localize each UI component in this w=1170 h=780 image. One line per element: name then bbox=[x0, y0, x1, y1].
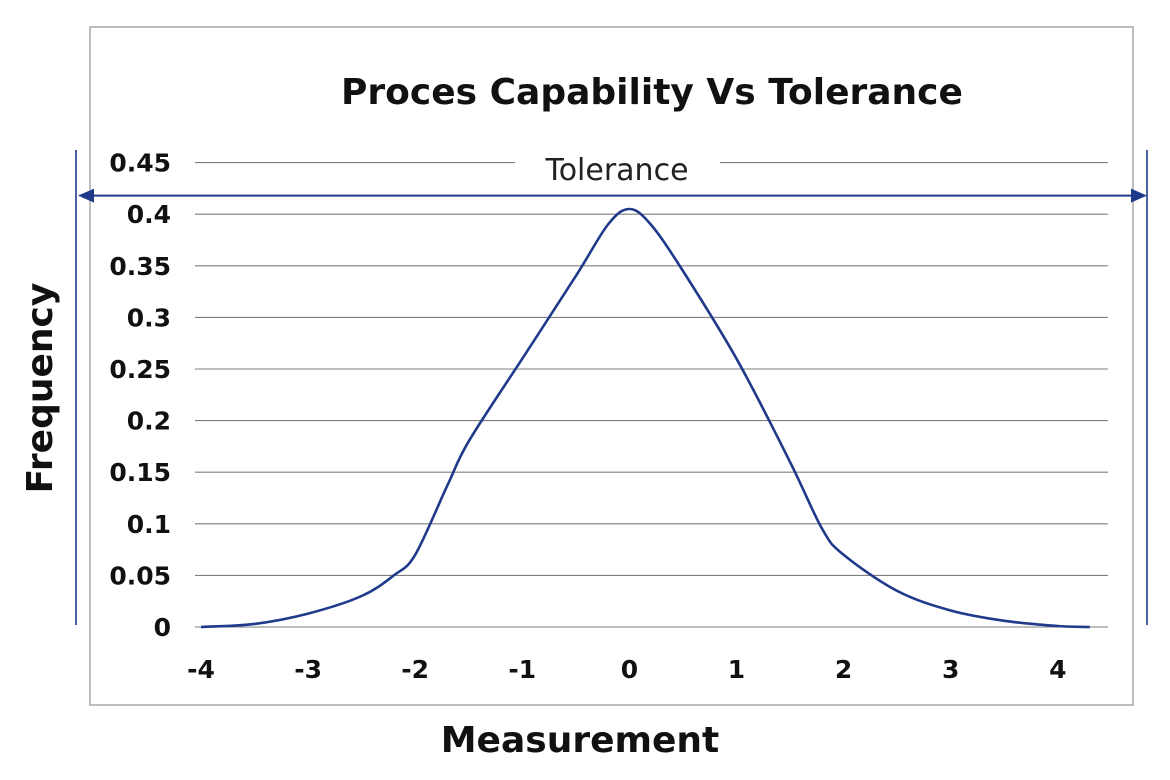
tolerance-label: Tolerance bbox=[544, 153, 688, 188]
tolerance-annotation: Tolerance bbox=[75, 150, 1148, 625]
y-tick-label: 0.3 bbox=[127, 303, 171, 332]
plot-frame bbox=[89, 26, 1134, 706]
y-tick-label: 0.25 bbox=[109, 355, 171, 384]
y-tick-label: 0 bbox=[154, 613, 171, 642]
y-tick-label: 0.05 bbox=[109, 561, 171, 590]
gridlines bbox=[195, 162, 1108, 628]
tolerance-label-background bbox=[515, 150, 720, 190]
tolerance-arrow-right-icon bbox=[1131, 188, 1147, 203]
x-tick-label: -1 bbox=[508, 655, 536, 684]
x-tick-label: 0 bbox=[621, 655, 638, 684]
y-tick-label: 0.35 bbox=[109, 252, 171, 281]
x-tick-label: -3 bbox=[294, 655, 322, 684]
x-tick-label: -4 bbox=[187, 655, 215, 684]
y-tick-label: 0.1 bbox=[127, 510, 171, 539]
x-tick-label: 4 bbox=[1049, 655, 1066, 684]
tolerance-arrow-left-icon bbox=[78, 188, 94, 203]
y-tick-label: 0.15 bbox=[109, 458, 171, 487]
frequency-curve bbox=[200, 207, 1090, 629]
x-tick-label: 1 bbox=[728, 655, 745, 684]
y-tick-labels: 0 0.05 0.1 0.15 0.2 0.25 0.3 0.35 0.4 0.45 bbox=[109, 149, 171, 642]
y-tick-label: 0.45 bbox=[109, 149, 171, 178]
x-tick-label: 2 bbox=[835, 655, 852, 684]
x-tick-label: -2 bbox=[401, 655, 429, 684]
x-tick-labels: -4 -3 -2 -1 0 1 2 3 4 bbox=[187, 655, 1066, 684]
y-axis-title: Frequency bbox=[20, 283, 61, 494]
y-tick-label: 0.4 bbox=[127, 200, 171, 229]
x-axis-title: Measurement bbox=[441, 720, 720, 761]
y-tick-label: 0.2 bbox=[127, 407, 171, 436]
x-tick-label: 3 bbox=[942, 655, 959, 684]
chart-title: Proces Capability Vs Tolerance bbox=[341, 72, 963, 113]
